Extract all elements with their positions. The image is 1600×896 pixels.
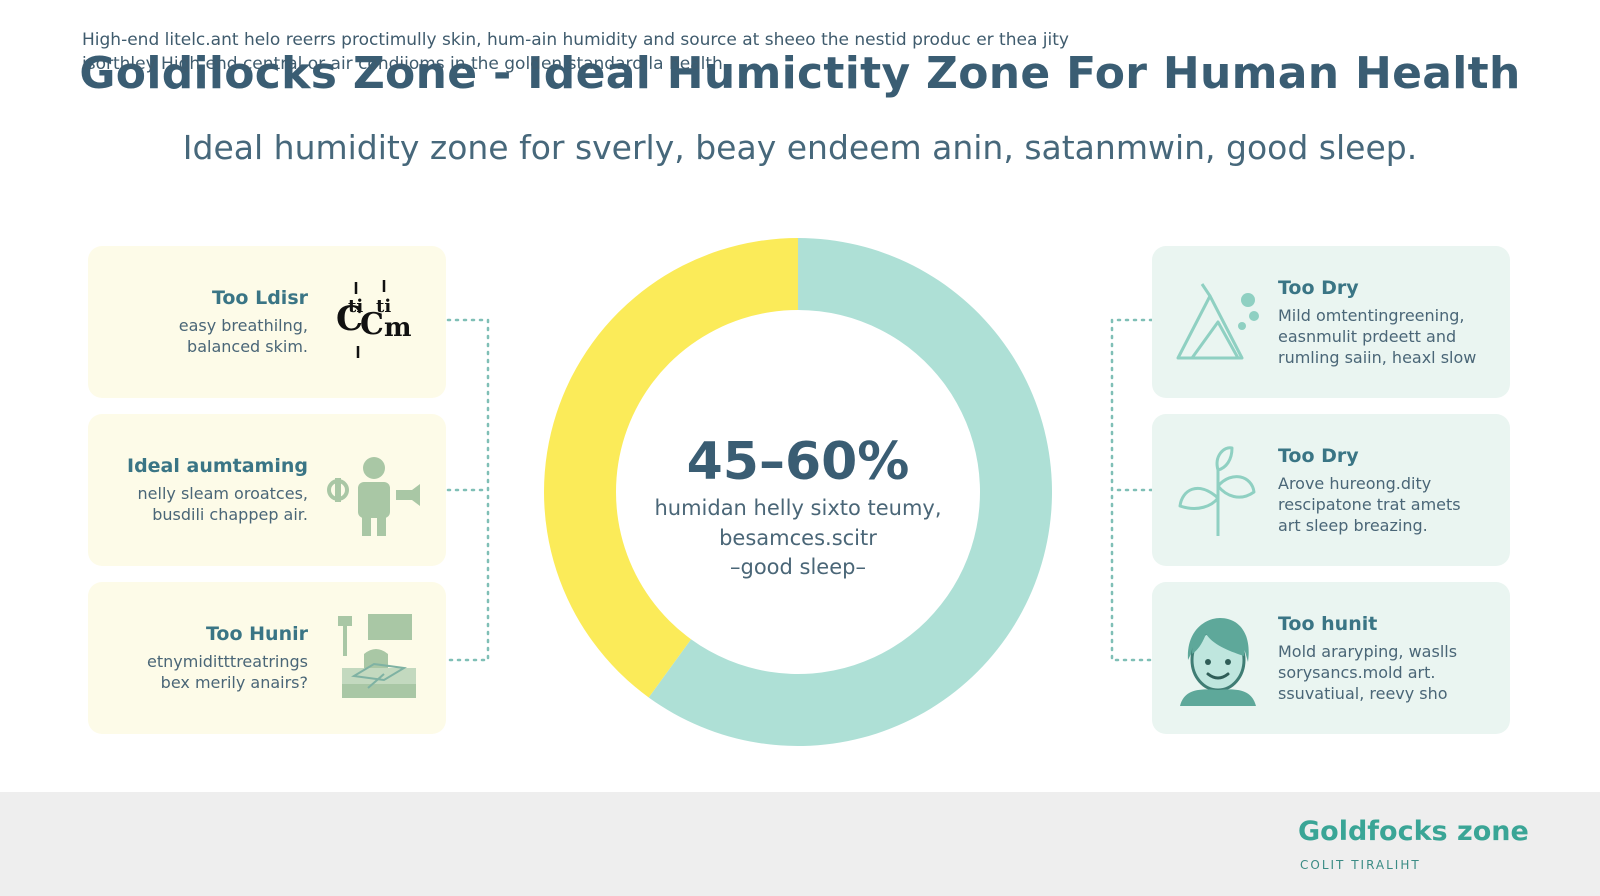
center-line-2: besamces.scitr: [719, 526, 877, 550]
card-body: Mold araryping, waslls sorysancs.mold ar…: [1278, 641, 1458, 703]
card-body: nelly sleam oroatces, busdili chappep ai…: [137, 484, 308, 524]
card-body: Arove hureong.dity rescipatone trat amet…: [1278, 473, 1461, 535]
card-body: easy breathilng, balanced skim.: [178, 316, 308, 356]
bedroom-icon: [324, 608, 424, 708]
svg-text:ti: ti: [376, 296, 391, 317]
svg-text:C: C: [360, 307, 384, 342]
person-humidifier-icon: [324, 440, 424, 540]
card-ideal: Ideal aumtaming nelly sleam oroatces, bu…: [88, 414, 446, 566]
card-title: Too Ldisr: [211, 287, 308, 309]
mold-letters-icon: C C m ti ti: [324, 272, 424, 372]
footer-band: [0, 792, 1600, 896]
center-line-3: –good sleep–: [730, 555, 866, 579]
card-too-dry-2: Too Dry Arove hureong.dity rescipatone t…: [1152, 414, 1510, 566]
center-percentage: 45–60%: [686, 432, 910, 492]
footer-text: High-end litelc.ant helo reerrs proctimu…: [82, 30, 1069, 74]
card-title: Ideal aumtaming: [127, 455, 308, 477]
page-title: Goldilocks Zone - Ideal Humictity Zone F…: [79, 48, 1521, 99]
card-title: Too Dry: [1278, 276, 1359, 299]
card-too-dry-1: Too Dry Mild omtentingreening, easnmulit…: [1152, 246, 1510, 398]
card-body: Mild omtentingreening, easnmulit prdeett…: [1278, 305, 1477, 367]
brand-logo-text: Goldfocks zone: [1298, 816, 1529, 847]
card-title: Too hunit: [1278, 612, 1378, 635]
card-title: Too Hunir: [206, 623, 308, 645]
svg-text:C: C: [336, 299, 363, 339]
page-subtitle: Ideal humidity zone for sverly, beay end…: [182, 128, 1418, 167]
plant-icon: [1168, 440, 1268, 540]
card-body: etnymiditttreatrings bex merily anairs?: [147, 652, 308, 692]
svg-text:ti: ti: [348, 296, 363, 317]
brand-tagline: COLIT TIRALIHT: [1300, 858, 1421, 872]
card-too-hunit: Too hunit Mold araryping, waslls sorysan…: [1152, 582, 1510, 734]
dry-mountain-icon: [1168, 272, 1268, 372]
card-too-hunir: Too Hunir etnymiditttreatrings bex meril…: [88, 582, 446, 734]
face-icon: [1168, 608, 1268, 708]
card-title: Too Dry: [1278, 444, 1359, 467]
center-line-1: humidan helly sixto teumy,: [654, 496, 942, 520]
donut-slice-1: [544, 238, 798, 698]
card-too-ldisr: Too Ldisr easy breathilng, balanced skim…: [88, 246, 446, 398]
svg-text:m: m: [384, 313, 412, 343]
humidity-donut-chart: [544, 238, 1052, 746]
donut-slice-0: [648, 238, 1052, 746]
